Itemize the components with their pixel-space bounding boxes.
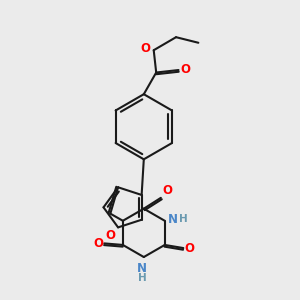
Text: O: O	[162, 184, 172, 197]
Text: H: H	[138, 272, 147, 283]
Text: O: O	[140, 42, 150, 55]
Text: O: O	[106, 229, 116, 242]
Text: O: O	[184, 242, 195, 254]
Text: O: O	[180, 63, 190, 76]
Text: N: N	[137, 262, 147, 275]
Text: N: N	[168, 213, 178, 226]
Text: O: O	[93, 237, 103, 250]
Text: H: H	[179, 214, 188, 224]
